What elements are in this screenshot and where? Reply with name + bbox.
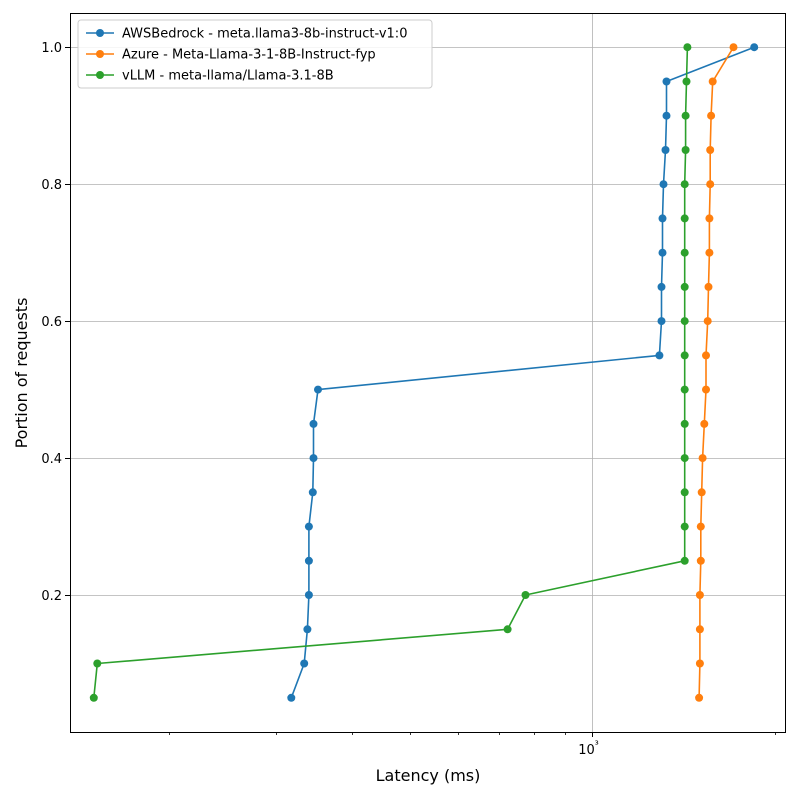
ticks-layer: 0.2 0.4 0.6 0.8 1.0 10³	[41, 41, 776, 758]
data-point	[93, 659, 102, 668]
legend-entry: Azure - Meta-Llama-3-1-8B-Instruct-fyp	[86, 48, 376, 63]
data-point	[89, 693, 98, 702]
data-point	[682, 77, 691, 86]
y-tick-label: 1.0	[41, 41, 62, 56]
data-point	[303, 625, 312, 634]
data-point	[304, 556, 313, 565]
data-point	[314, 385, 322, 394]
data-point	[697, 488, 706, 497]
data-point	[304, 591, 313, 599]
series-line	[93, 47, 689, 698]
x-axis-title: Latency (ms)	[376, 766, 481, 785]
series-1	[695, 43, 738, 702]
legend-label: Azure - Meta-Llama-3-1-8B-Instruct-fyp	[122, 48, 376, 63]
legend-label: AWSBedrock - meta.llama3-8b-instruct-v1:…	[122, 27, 407, 42]
data-point	[706, 146, 715, 154]
data-point	[657, 317, 666, 326]
data-point	[683, 43, 692, 52]
data-point	[503, 625, 512, 634]
data-point	[657, 282, 666, 291]
data-point	[658, 248, 667, 257]
data-point	[702, 351, 710, 360]
legend-marker	[96, 29, 104, 37]
plot-area-frame	[70, 13, 786, 733]
data-point	[655, 351, 664, 360]
data-point	[750, 43, 759, 52]
y-tick-label: 0.6	[41, 315, 62, 330]
data-point	[662, 111, 671, 120]
data-point	[680, 385, 689, 394]
data-point	[704, 282, 713, 291]
y-tick-label: 0.8	[41, 178, 62, 193]
legend-label: vLLM - meta-llama/Llama-3.1-8B	[122, 69, 334, 84]
data-point	[680, 214, 689, 223]
data-point	[680, 282, 689, 291]
data-point	[680, 351, 689, 360]
data-point	[309, 454, 318, 463]
data-point	[705, 248, 714, 257]
data-point	[698, 454, 707, 463]
grid-layer	[70, 13, 785, 732]
legend-box	[77, 19, 433, 89]
y-tick-label: 0.2	[41, 589, 62, 604]
y-tick-label: 0.4	[41, 452, 62, 467]
series-line	[290, 46, 755, 699]
data-point	[708, 77, 717, 86]
data-point	[707, 111, 716, 120]
data-point	[680, 556, 689, 565]
data-point	[680, 488, 689, 497]
data-point	[309, 419, 318, 428]
data-point	[300, 659, 309, 668]
data-point	[662, 77, 671, 86]
x-tick-label: 10³	[578, 740, 599, 758]
data-point	[706, 180, 715, 189]
data-point	[659, 180, 668, 189]
legend-marker	[96, 50, 104, 58]
y-axis-title: Portion of requests	[12, 298, 31, 449]
data-point	[681, 111, 690, 120]
data-point	[681, 146, 690, 154]
data-point	[700, 419, 709, 428]
data-point	[695, 625, 704, 634]
data-point	[729, 43, 738, 52]
legend-marker	[96, 71, 104, 79]
series-line	[698, 46, 735, 698]
data-point	[680, 454, 689, 463]
data-point	[696, 556, 705, 565]
data-point	[680, 419, 689, 428]
data-point	[308, 488, 317, 497]
data-point	[703, 317, 712, 326]
data-point	[287, 693, 296, 702]
data-point	[705, 214, 714, 223]
data-point	[680, 248, 689, 257]
legend-entry: AWSBedrock - meta.llama3-8b-instruct-v1:…	[86, 27, 407, 42]
data-point	[521, 591, 530, 599]
series-layer	[89, 43, 759, 702]
data-point	[658, 214, 667, 223]
legend: AWSBedrock - meta.llama3-8b-instruct-v1:…	[77, 19, 433, 89]
legend-entry: vLLM - meta-llama/Llama-3.1-8B	[86, 69, 334, 84]
data-point	[696, 522, 705, 531]
data-point	[680, 180, 689, 189]
series-0	[287, 43, 759, 702]
data-point	[702, 385, 710, 394]
data-point	[680, 317, 689, 326]
data-point	[680, 522, 689, 531]
data-point	[695, 659, 704, 668]
data-point	[695, 591, 704, 599]
series-2	[89, 43, 692, 702]
data-point	[304, 522, 313, 531]
data-point	[695, 693, 704, 702]
data-point	[661, 146, 670, 154]
